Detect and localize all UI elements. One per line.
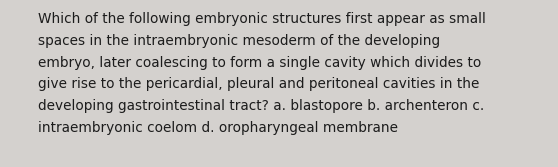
Text: spaces in the intraembryonic mesoderm of the developing: spaces in the intraembryonic mesoderm of… (38, 34, 440, 48)
Text: give rise to the pericardial, pleural and peritoneal cavities in the: give rise to the pericardial, pleural an… (38, 77, 479, 91)
Text: intraembryonic coelom d. oropharyngeal membrane: intraembryonic coelom d. oropharyngeal m… (38, 121, 398, 135)
Text: embryo, later coalescing to form a single cavity which divides to: embryo, later coalescing to form a singl… (38, 56, 481, 70)
Text: developing gastrointestinal tract? a. blastopore b. archenteron c.: developing gastrointestinal tract? a. bl… (38, 99, 484, 113)
Text: Which of the following embryonic structures first appear as small: Which of the following embryonic structu… (38, 12, 486, 26)
